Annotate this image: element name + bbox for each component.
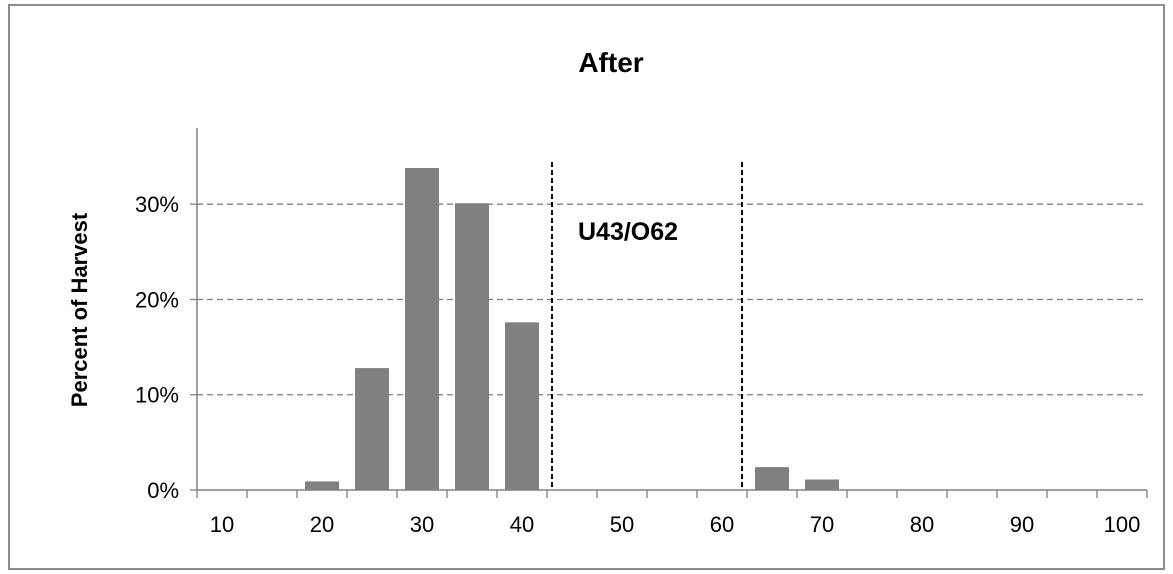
y-axis-label: Percent of Harvest	[67, 212, 92, 407]
bar	[305, 481, 339, 490]
x-tick-label: 40	[510, 512, 534, 537]
bar	[405, 168, 439, 490]
bar	[355, 368, 389, 490]
x-tick-label: 50	[610, 512, 634, 537]
bar	[455, 203, 489, 491]
gridlines	[197, 203, 1147, 396]
threshold-lines	[551, 162, 743, 490]
x-tick-label: 80	[910, 512, 934, 537]
slot-limit-annotation: U43/O62	[578, 218, 678, 246]
x-tick-label: 70	[810, 512, 834, 537]
chart-frame	[8, 4, 1165, 570]
y-tick-label: 20%	[135, 287, 179, 312]
bar	[805, 479, 839, 490]
x-tick-label: 90	[1010, 512, 1034, 537]
x-tick-label: 10	[210, 512, 234, 537]
y-tick-label: 30%	[135, 192, 179, 217]
y-tick-label: 10%	[135, 383, 179, 408]
x-tick-label: 60	[710, 512, 734, 537]
x-tick-label: 30	[410, 512, 434, 537]
chart-title: After	[578, 47, 643, 78]
x-tick-label: 20	[310, 512, 334, 537]
bar	[755, 467, 789, 490]
x-tick-label: 100	[1104, 512, 1141, 537]
bars	[305, 168, 839, 491]
axes: 0% 10% 20% 30% 10 20 30 40 50 60 70 80 90 100	[135, 128, 1148, 537]
bar	[505, 322, 539, 490]
y-tick-label: 0%	[147, 478, 179, 503]
